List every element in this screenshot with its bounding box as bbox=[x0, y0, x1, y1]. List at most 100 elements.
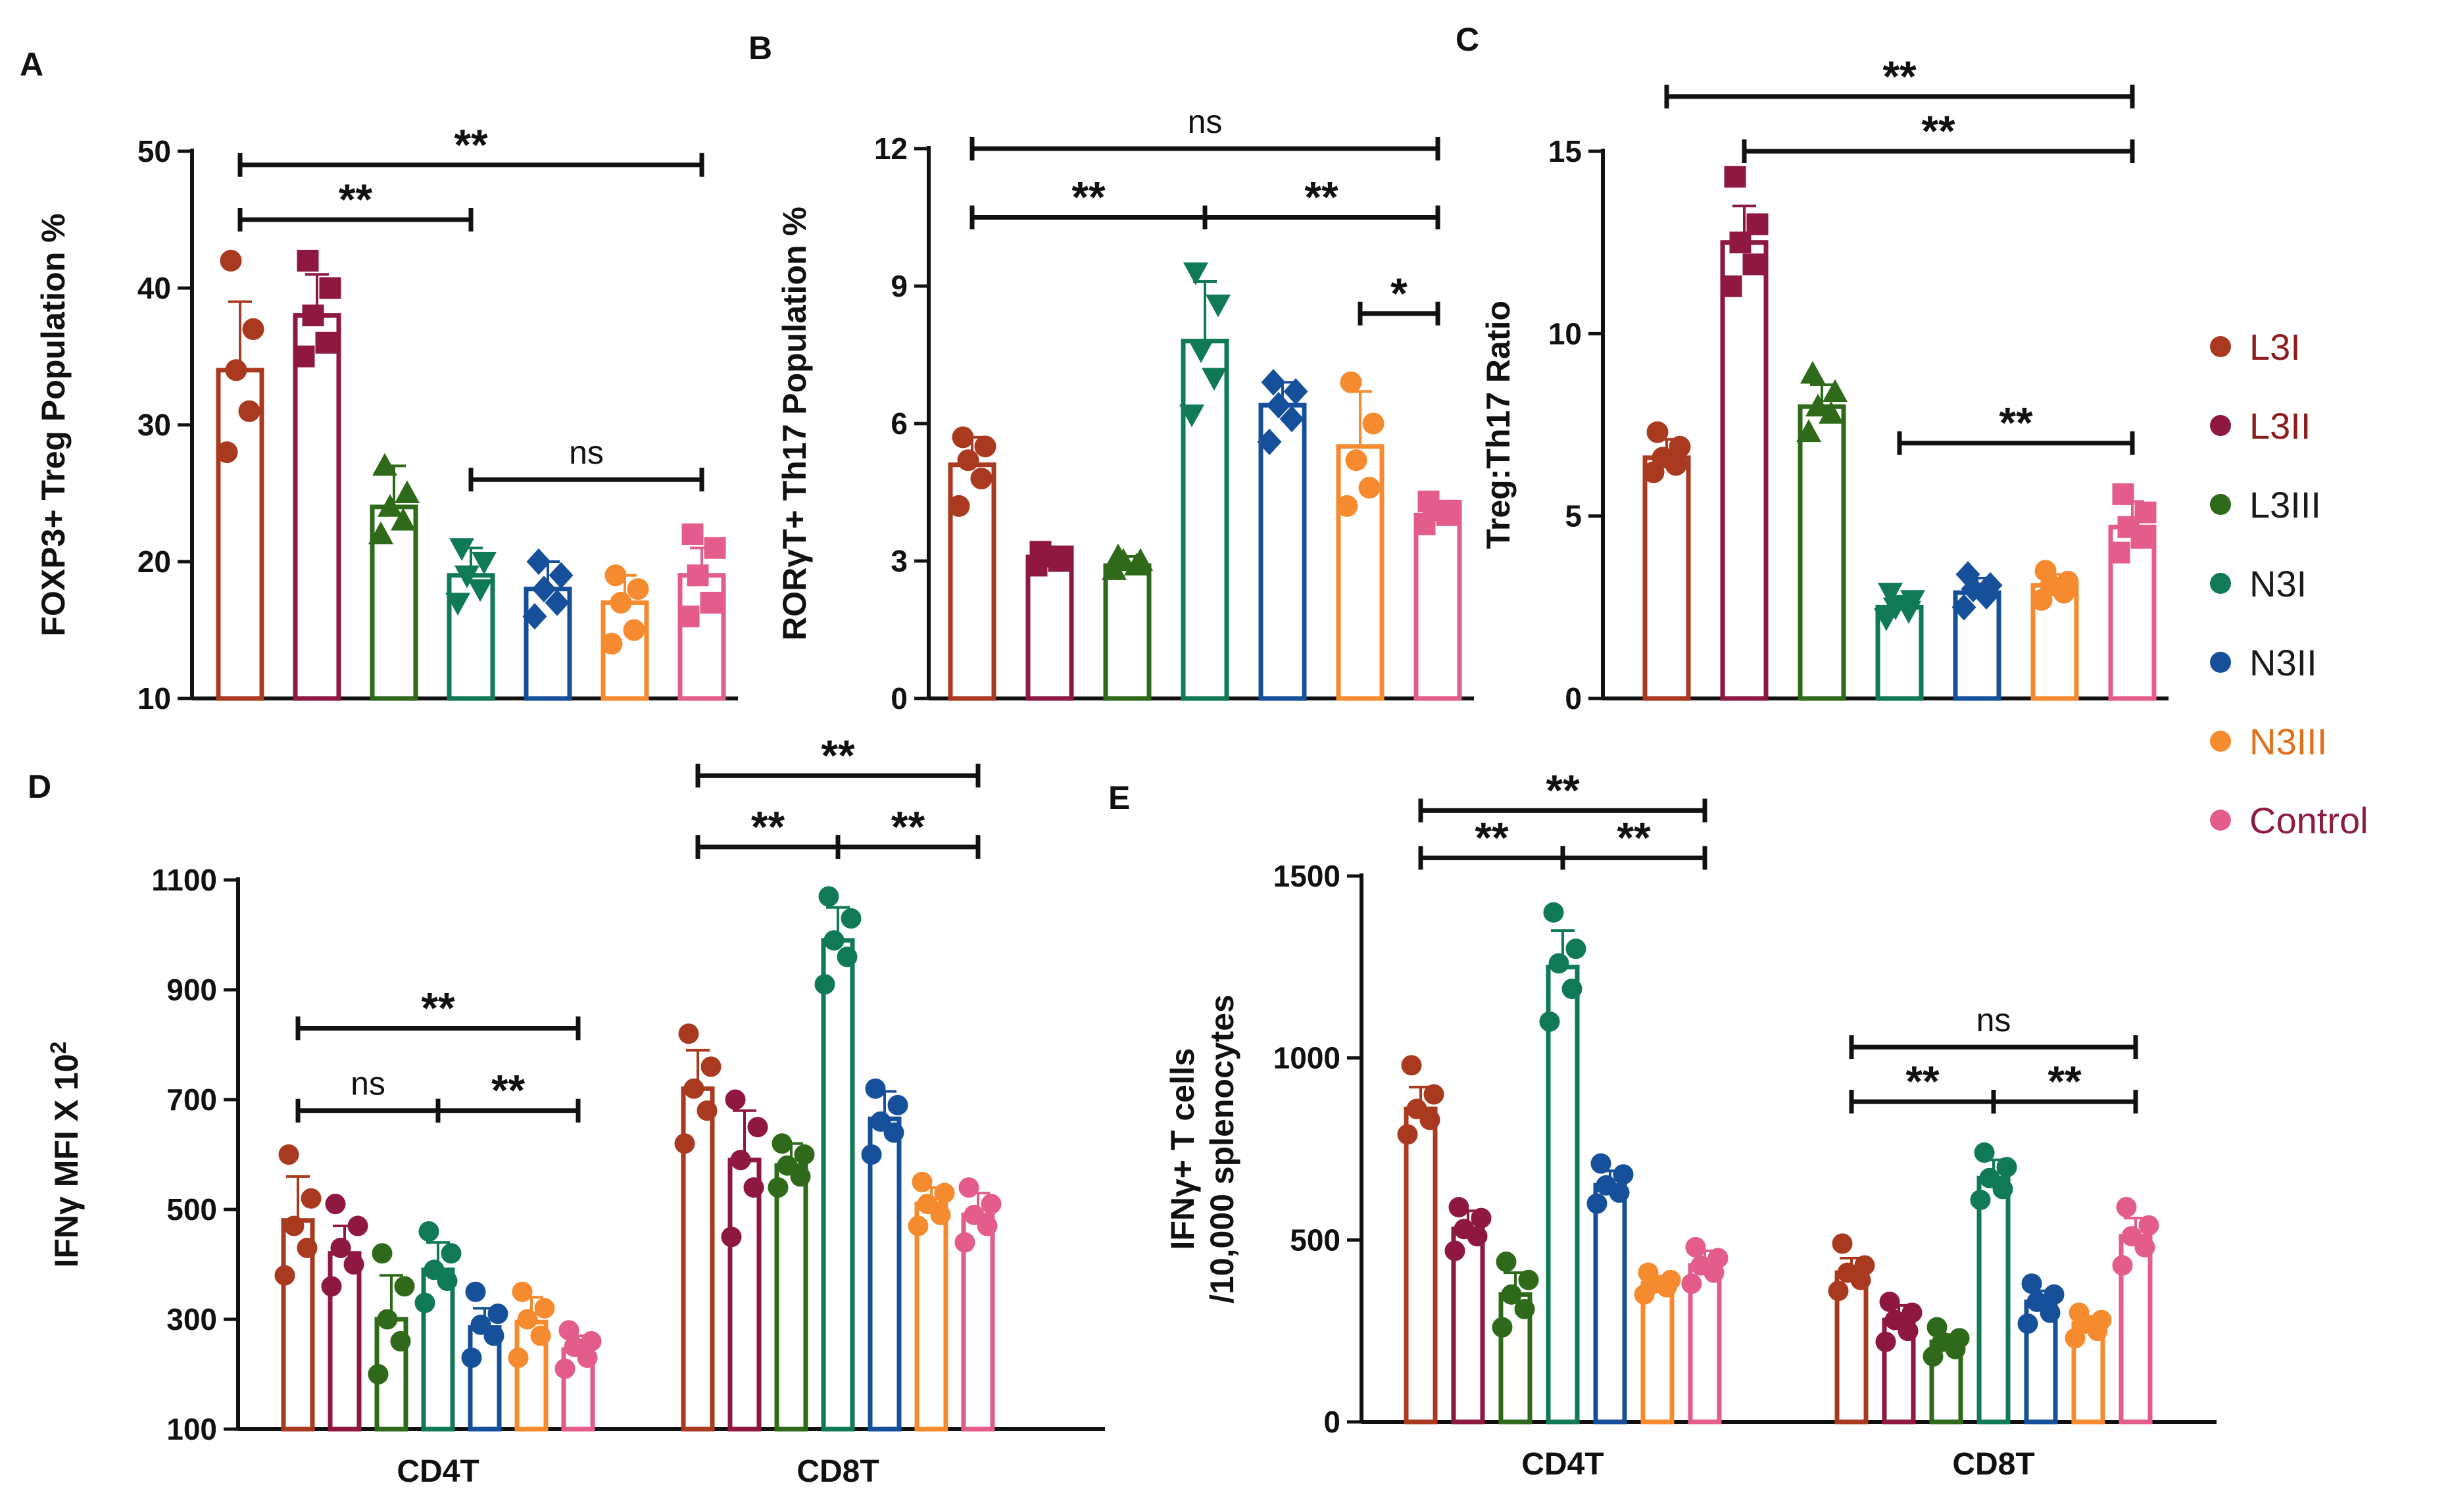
bar bbox=[774, 1163, 808, 1432]
data-point bbox=[418, 1221, 439, 1242]
y-tick-label: 900 bbox=[166, 973, 217, 1007]
data-point bbox=[1613, 1164, 1634, 1185]
bar bbox=[293, 313, 341, 701]
data-point bbox=[794, 1144, 815, 1165]
data-point bbox=[1690, 1255, 1711, 1276]
data-point bbox=[1492, 1317, 1513, 1338]
data-point bbox=[530, 1325, 551, 1346]
data-point bbox=[954, 1232, 975, 1253]
data-point bbox=[1875, 1331, 1896, 1352]
bar bbox=[1181, 339, 1229, 701]
y-tick-label: 20 bbox=[137, 545, 171, 579]
data-point bbox=[1901, 1302, 1923, 1323]
bar bbox=[1798, 404, 1846, 701]
significance-label: ** bbox=[1882, 52, 1917, 101]
bar bbox=[1413, 512, 1462, 701]
data-point bbox=[1638, 1262, 1659, 1283]
data-point bbox=[1746, 213, 1769, 235]
data-point bbox=[554, 1358, 576, 1379]
data-point bbox=[471, 552, 497, 575]
data-point bbox=[970, 468, 993, 490]
data-point bbox=[700, 591, 722, 614]
bar bbox=[914, 1202, 948, 1432]
data-point bbox=[1448, 1197, 1469, 1218]
bar bbox=[1642, 455, 1691, 701]
y-axis-label: Treg:Th17 Ratio bbox=[1480, 301, 1517, 549]
data-point bbox=[2121, 1226, 2142, 1247]
y-tick-label: 500 bbox=[166, 1192, 217, 1227]
legend-marker bbox=[2210, 652, 2231, 673]
data-point bbox=[297, 1237, 318, 1258]
data-point bbox=[2091, 1309, 2112, 1330]
data-point bbox=[1336, 495, 1358, 517]
y-tick-label: 0 bbox=[1565, 681, 1582, 716]
data-point bbox=[1029, 541, 1052, 563]
data-point bbox=[517, 1309, 538, 1330]
data-point bbox=[837, 946, 858, 967]
data-point bbox=[522, 602, 547, 630]
y-tick-label: 40 bbox=[137, 271, 171, 305]
data-point bbox=[1681, 1273, 1702, 1294]
data-point bbox=[465, 1281, 486, 1302]
y-tick-label: 30 bbox=[137, 408, 171, 442]
data-point bbox=[1105, 543, 1131, 567]
data-point bbox=[934, 1183, 955, 1204]
data-point bbox=[1257, 428, 1282, 456]
data-point bbox=[325, 1194, 346, 1215]
data-point bbox=[883, 1122, 904, 1143]
data-point bbox=[623, 619, 645, 641]
y-tick-label: 700 bbox=[166, 1083, 217, 1117]
data-point bbox=[1586, 1193, 1607, 1214]
data-point bbox=[581, 1330, 602, 1352]
data-point bbox=[1501, 1284, 1522, 1305]
data-point bbox=[977, 1215, 998, 1236]
data-point bbox=[610, 591, 632, 614]
data-point bbox=[1652, 447, 1674, 469]
legend-label: L3III bbox=[2249, 484, 2321, 525]
data-point bbox=[1340, 371, 1362, 393]
data-point bbox=[319, 277, 341, 299]
bar bbox=[216, 368, 264, 701]
data-point bbox=[1669, 435, 1691, 458]
data-point bbox=[887, 1094, 908, 1115]
data-point bbox=[1518, 1269, 1539, 1290]
significance-label: ** bbox=[339, 175, 373, 224]
bar bbox=[1258, 402, 1307, 701]
data-point bbox=[1496, 1252, 1517, 1273]
data-point bbox=[1539, 1011, 1560, 1032]
y-tick-label: 15 bbox=[1548, 134, 1582, 168]
legend-marker bbox=[2210, 336, 2231, 357]
data-point bbox=[1345, 449, 1367, 472]
data-point bbox=[1397, 1124, 1418, 1145]
panel-letter: E bbox=[1108, 779, 1130, 816]
data-point bbox=[1401, 1055, 1422, 1076]
data-point bbox=[2134, 1236, 2155, 1257]
data-point bbox=[1828, 1280, 1849, 1302]
data-point bbox=[1646, 421, 1669, 443]
data-point bbox=[697, 1100, 718, 1121]
x-group-label: CD8T bbox=[1952, 1447, 2034, 1482]
legend-marker bbox=[2210, 415, 2231, 436]
y-axis-label: IFNγ+ T cells bbox=[1164, 1048, 1201, 1250]
y-axis-label: FOXP3+ Treg Population % bbox=[35, 213, 72, 636]
data-point bbox=[1561, 979, 1582, 1000]
data-point bbox=[687, 564, 709, 587]
y-tick-label: 5 bbox=[1565, 499, 1582, 533]
data-point bbox=[1979, 1167, 2000, 1188]
legend-marker bbox=[2210, 731, 2231, 752]
data-point bbox=[437, 1271, 458, 1292]
data-point bbox=[974, 435, 996, 458]
data-point bbox=[1419, 1110, 1440, 1131]
data-point bbox=[681, 523, 704, 545]
data-point bbox=[470, 1314, 491, 1335]
data-point bbox=[627, 578, 649, 600]
data-point bbox=[330, 1237, 351, 1258]
data-point bbox=[1201, 368, 1227, 391]
data-point bbox=[912, 1171, 933, 1192]
data-point bbox=[483, 1325, 504, 1346]
data-point bbox=[347, 1215, 368, 1236]
data-point bbox=[2069, 1302, 2090, 1323]
data-point bbox=[1978, 572, 2003, 599]
significance-label: ** bbox=[821, 731, 855, 779]
data-point bbox=[1283, 378, 1308, 405]
